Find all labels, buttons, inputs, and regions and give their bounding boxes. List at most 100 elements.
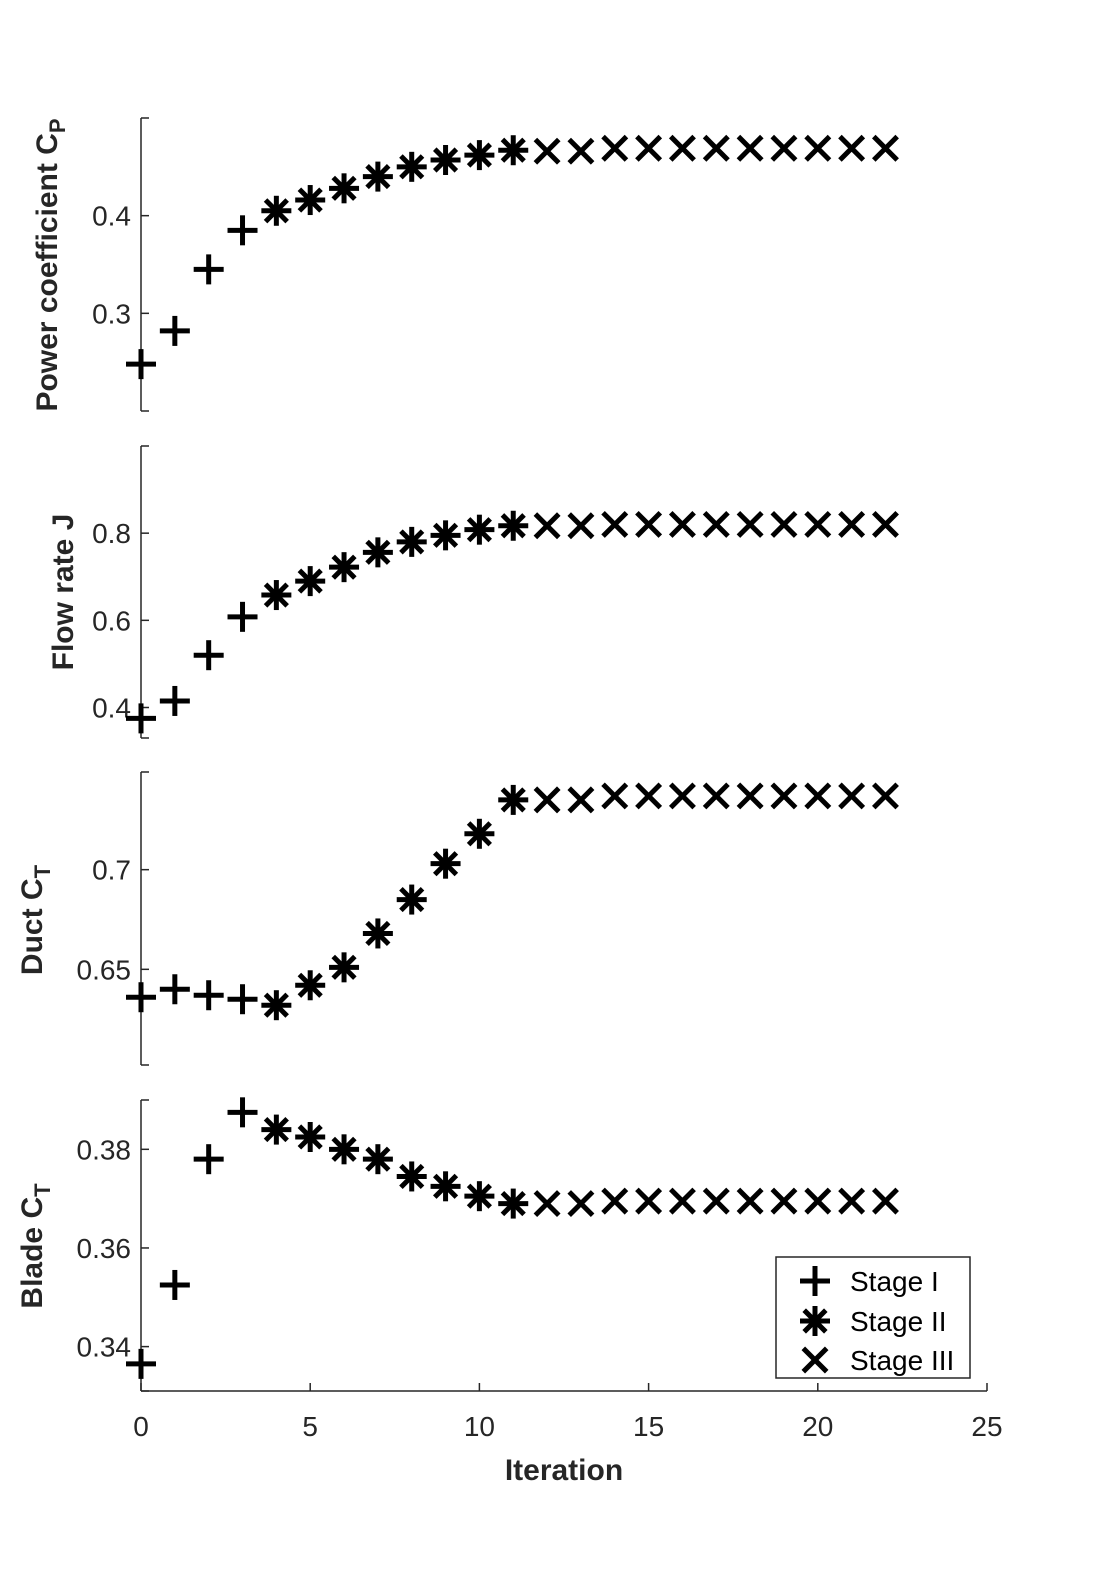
data-point-duct-ct-5	[295, 970, 326, 1001]
data-point-power-coefficient-8	[396, 151, 427, 182]
ylabel-power-coefficient-text: Power coefficient C	[31, 133, 64, 411]
data-point-blade-ct-12	[533, 1190, 561, 1218]
y-tick-label-duct-ct-1: 0.7	[92, 855, 131, 886]
data-point-flow-rate-21	[838, 510, 866, 538]
data-point-flow-rate-17	[702, 510, 730, 538]
data-point-power-coefficient-5	[295, 185, 326, 216]
data-point-flow-rate-3	[227, 601, 258, 632]
data-point-flow-rate-0	[126, 703, 156, 734]
legend-label-stage-i: Stage I	[850, 1266, 939, 1297]
data-point-blade-ct-4	[261, 1114, 292, 1145]
data-point-power-coefficient-22	[872, 134, 899, 162]
data-point-power-coefficient-3	[227, 215, 258, 246]
panel-flow-rate: Flow rate J 0.4 0.6 0.8	[47, 445, 899, 739]
ylabel-blade-ct-subscript: T	[30, 1183, 55, 1197]
legend-marker-stage-iii	[801, 1346, 829, 1374]
data-point-flow-rate-8	[396, 526, 427, 557]
data-point-duct-ct-17	[702, 782, 730, 810]
xlabel-iteration: Iteration	[505, 1454, 623, 1487]
data-point-power-coefficient-21	[838, 134, 866, 162]
panel-duct-ct: Duct CT 0.65 0.7	[16, 771, 899, 1066]
data-point-flow-rate-22	[872, 510, 899, 538]
ylabel-power-coefficient-subscript: P	[45, 118, 70, 133]
data-point-duct-ct-13	[567, 786, 595, 814]
data-point-duct-ct-0	[126, 982, 156, 1013]
data-point-blade-ct-15	[635, 1187, 663, 1215]
data-point-blade-ct-11	[498, 1188, 529, 1219]
data-point-blade-ct-5	[295, 1121, 326, 1152]
y-tick-label-flow-rate-1: 0.6	[92, 605, 131, 636]
data-point-flow-rate-18	[736, 510, 764, 538]
data-point-flow-rate-7	[362, 537, 393, 568]
data-point-blade-ct-3	[227, 1097, 258, 1128]
data-point-power-coefficient-2	[193, 254, 224, 285]
data-point-blade-ct-17	[702, 1187, 730, 1215]
ylabel-flow-rate: Flow rate J	[47, 514, 80, 671]
data-point-duct-ct-21	[838, 782, 866, 810]
data-point-blade-ct-22	[872, 1187, 899, 1215]
data-point-power-coefficient-10	[464, 140, 495, 171]
y-tick-label-blade-ct-1: 0.36	[77, 1233, 132, 1264]
legend-marker-asterisk	[800, 1306, 830, 1336]
data-point-power-coefficient-14	[601, 134, 629, 162]
data-point-duct-ct-8	[396, 884, 427, 915]
y-tick-label-power-coefficient-1: 0.4	[92, 201, 131, 232]
data-point-duct-ct-15	[635, 782, 663, 810]
data-point-duct-ct-9	[430, 848, 461, 879]
legend: Stage I Stage II Stage III	[775, 1256, 971, 1379]
x-tick-label-5: 25	[971, 1411, 1002, 1442]
data-point-flow-rate-12	[533, 512, 561, 540]
data-point-blade-ct-10	[464, 1181, 495, 1212]
data-point-power-coefficient-11	[498, 135, 529, 166]
data-point-flow-rate-11	[498, 510, 529, 541]
data-point-flow-rate-13	[567, 512, 595, 540]
data-point-duct-ct-16	[668, 782, 696, 810]
data-point-blade-ct-0	[126, 1348, 156, 1379]
ylabel-duct-ct-subscript: T	[30, 864, 55, 878]
y-tick-label-duct-ct-0: 0.65	[77, 954, 132, 985]
data-point-flow-rate-4	[261, 580, 292, 611]
data-point-flow-rate-9	[430, 520, 461, 551]
ylabel-duct-ct-text: Duct C	[16, 878, 49, 975]
data-point-flow-rate-16	[668, 510, 696, 538]
x-tick-label-1: 5	[302, 1411, 318, 1442]
data-point-power-coefficient-12	[533, 137, 561, 165]
data-point-blade-ct-7	[362, 1144, 393, 1175]
data-point-duct-ct-3	[227, 984, 258, 1015]
panel-power-coefficient: Power coefficient CP 0.3 0.4	[31, 117, 899, 412]
data-point-power-coefficient-1	[159, 315, 190, 346]
ylabel-power-coefficient: Power coefficient CP	[31, 118, 70, 411]
data-point-flow-rate-20	[804, 510, 832, 538]
data-point-duct-ct-7	[362, 918, 393, 949]
data-point-duct-ct-1	[159, 974, 190, 1005]
y-tick-label-blade-ct-0: 0.34	[77, 1332, 132, 1363]
data-point-blade-ct-13	[567, 1190, 595, 1218]
data-point-duct-ct-22	[872, 782, 899, 810]
panel-blade-ct: Blade CT 0.34 0.36 0.38	[16, 1097, 899, 1392]
data-point-duct-ct-11	[498, 784, 529, 815]
data-point-duct-ct-18	[736, 782, 764, 810]
data-point-flow-rate-2	[193, 640, 224, 671]
data-point-power-coefficient-19	[770, 134, 798, 162]
data-point-blade-ct-21	[838, 1187, 866, 1215]
x-tick-label-4: 20	[802, 1411, 833, 1442]
data-point-duct-ct-14	[601, 782, 629, 810]
data-point-duct-ct-2	[193, 980, 224, 1011]
data-point-power-coefficient-17	[702, 134, 730, 162]
data-point-duct-ct-19	[770, 782, 798, 810]
data-point-power-coefficient-0	[126, 349, 156, 380]
data-point-power-coefficient-20	[804, 134, 832, 162]
data-point-power-coefficient-13	[567, 137, 595, 165]
data-point-power-coefficient-7	[362, 161, 393, 192]
x-tick-label-0: 0	[133, 1411, 149, 1442]
data-point-duct-ct-6	[329, 952, 360, 983]
legend-label-stage-ii: Stage II	[850, 1306, 947, 1337]
y-tick-label-power-coefficient-0: 0.3	[92, 298, 131, 329]
data-point-flow-rate-6	[329, 552, 360, 583]
legend-marker-cross	[801, 1346, 829, 1374]
data-point-power-coefficient-4	[261, 195, 292, 226]
data-point-blade-ct-19	[770, 1187, 798, 1215]
data-point-power-coefficient-16	[668, 134, 696, 162]
y-tick-label-flow-rate-2: 0.8	[92, 518, 131, 549]
